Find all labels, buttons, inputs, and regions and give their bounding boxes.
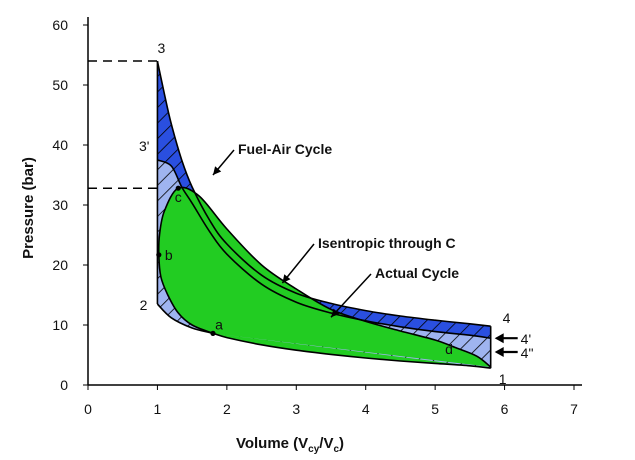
point-label: 2: [140, 297, 148, 313]
y-ticks: 0 10 20 30 40 50 60: [52, 17, 88, 393]
annotation-leader: [330, 273, 372, 318]
point-label: 3: [158, 40, 166, 56]
annotation-arrowhead: [282, 274, 291, 283]
point-label: d: [445, 341, 453, 357]
series-line-fuel-air-cycle: [156, 60, 491, 327]
point-label: 1: [499, 371, 507, 387]
point-arrow-head: [494, 333, 504, 344]
x-axis-title: Volume (Vcy/Vc): [236, 435, 344, 455]
annotation-label: Actual Cycle: [375, 265, 459, 281]
x-tick-label: 5: [431, 401, 439, 417]
annotation-arrowhead: [213, 166, 222, 175]
x-tick-label: 4: [362, 401, 370, 417]
annotations: Fuel-Air Cycle Isentropic through C Actual…: [212, 141, 459, 318]
point-label: 4": [521, 345, 534, 361]
actual-cycle-area: [158, 187, 491, 369]
point-marker-b: [156, 252, 162, 258]
y-tick-label: 50: [52, 77, 68, 93]
x-axis-title-sub1: cy: [308, 444, 320, 455]
point-label: a: [215, 316, 223, 332]
x-tick-label: 3: [292, 401, 300, 417]
annotation-label: Fuel-Air Cycle: [238, 141, 332, 157]
point-marker-c: [175, 185, 181, 191]
axes: [87, 17, 582, 386]
x-axis-title-close: ): [339, 435, 344, 452]
x-ticks: 0 1 2 3 4 5 6 7: [84, 385, 578, 417]
series-line-compression: [156, 303, 491, 369]
y-tick-label: 20: [52, 257, 68, 273]
annotation-leader: [281, 243, 315, 284]
point-arrow-head: [494, 347, 504, 357]
x-tick-label: 7: [570, 401, 578, 417]
series-line-actual-cycle: [157, 186, 492, 368]
x-tick-label: 0: [84, 401, 92, 417]
x-axis-title-main: Volume (V: [236, 435, 308, 452]
point-label: c: [175, 189, 182, 205]
series-line-isentropic-through-c: [157, 159, 491, 339]
point-label: 4': [521, 331, 531, 347]
point-label: b: [165, 247, 173, 263]
cycle-curves: [156, 60, 492, 369]
y-tick-label: 60: [52, 17, 68, 33]
y-tick-label: 0: [60, 377, 68, 393]
point-label: 4: [503, 310, 511, 326]
x-axis-title-sub2: c: [333, 444, 339, 455]
y-axis-title: Pressure (bar): [20, 157, 37, 259]
annotation-label: Isentropic through C: [318, 235, 456, 251]
cycle-regions: [157, 61, 491, 369]
state-points: 1 2 3 3' 4 4'4" a b c d: [139, 40, 534, 387]
y-tick-label: 30: [52, 197, 68, 213]
point-label: 3': [139, 138, 149, 154]
x-tick-label: 2: [223, 401, 231, 417]
y-tick-label: 40: [52, 137, 68, 153]
x-tick-label: 1: [154, 401, 162, 417]
x-tick-label: 6: [501, 401, 509, 417]
annotation-arrowhead: [331, 308, 340, 318]
reference-lines: [88, 60, 158, 189]
point-marker-a: [210, 330, 216, 336]
y-tick-label: 10: [52, 317, 68, 333]
x-axis-title-slash: /V: [319, 435, 333, 452]
